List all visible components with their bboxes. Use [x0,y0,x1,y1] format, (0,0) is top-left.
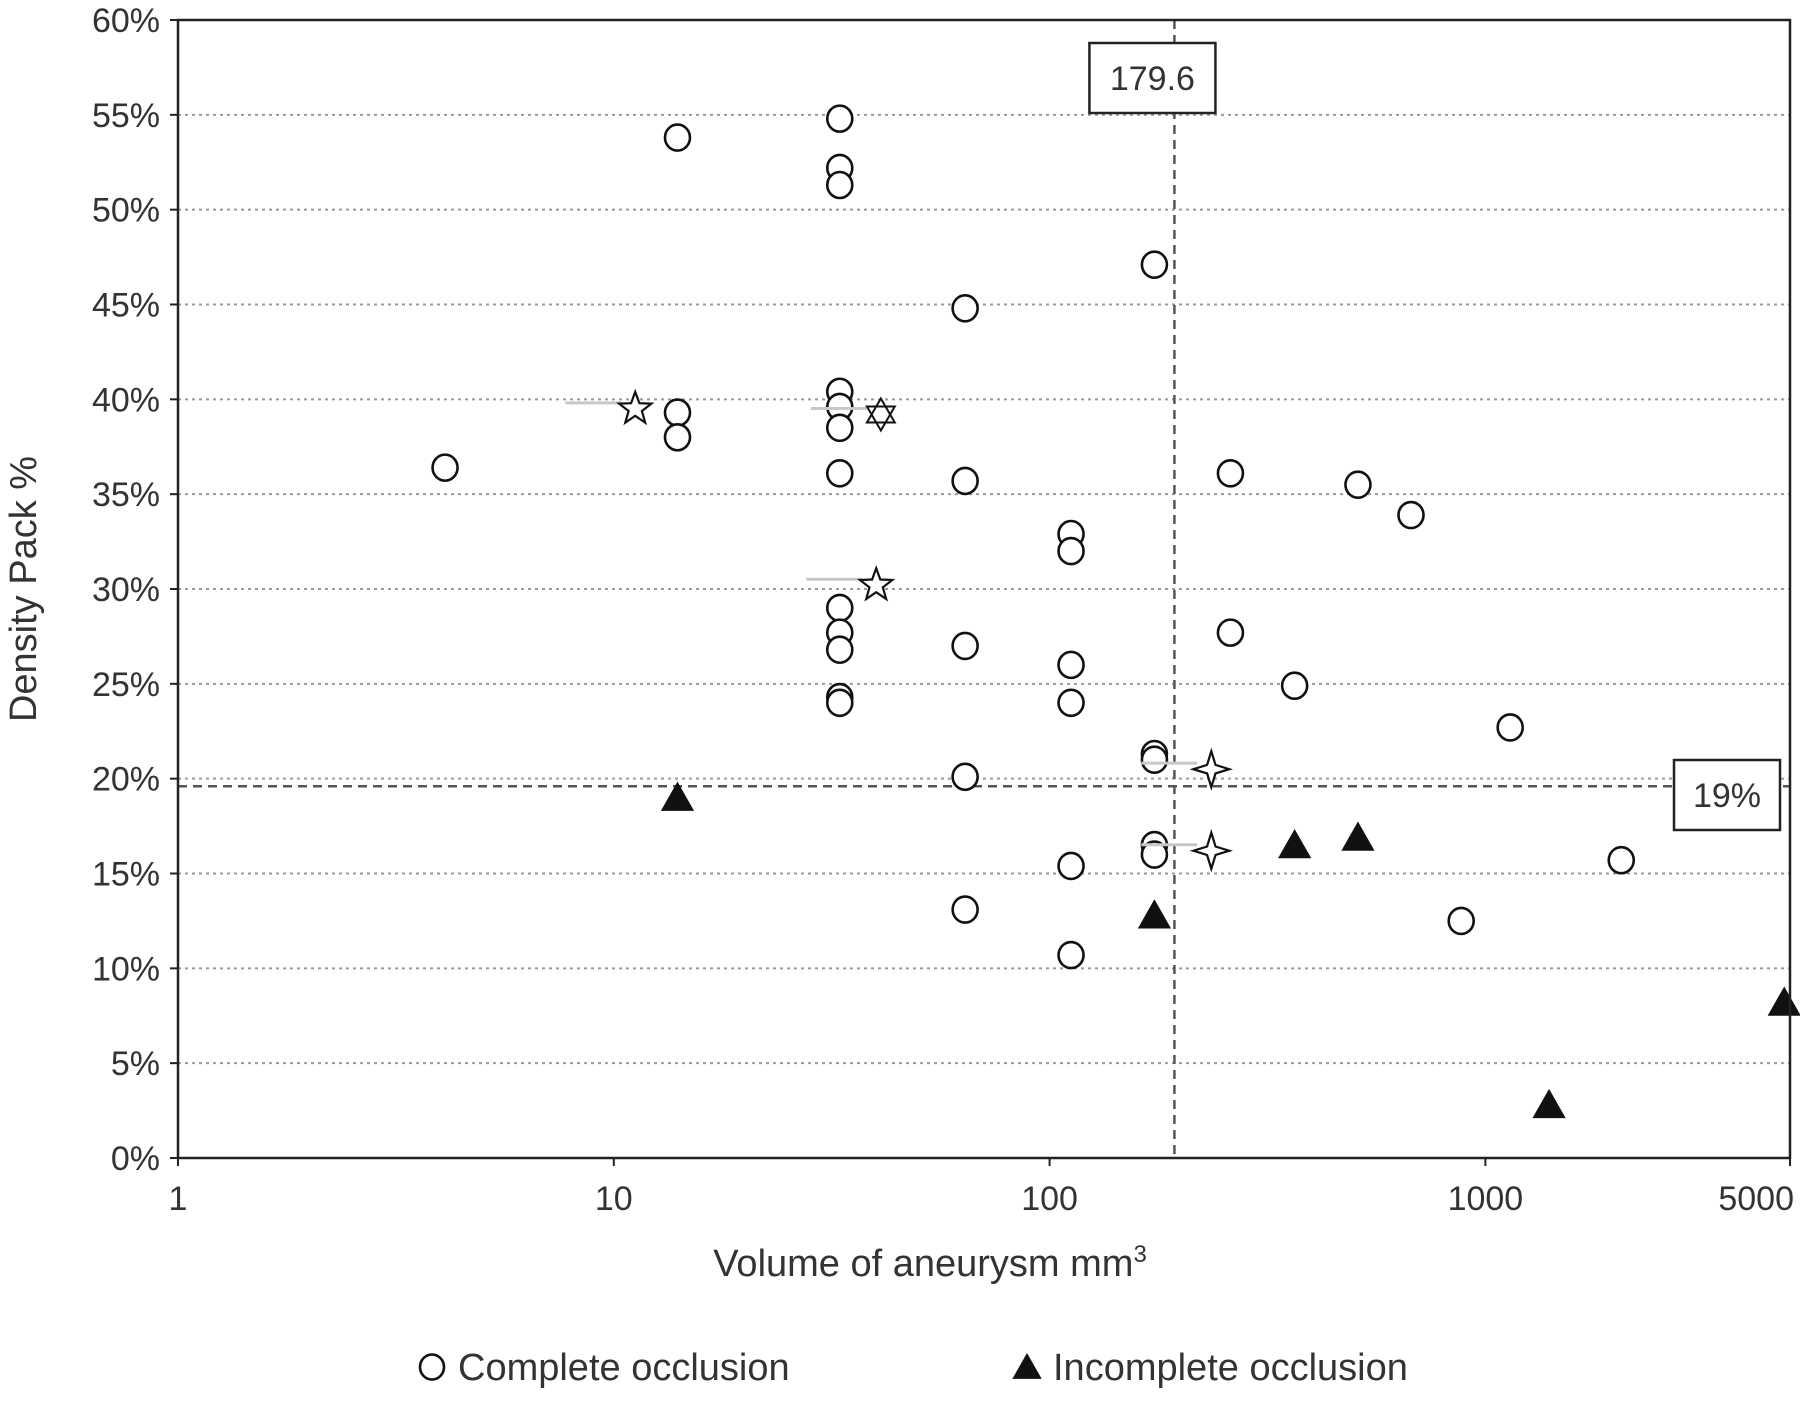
y-reference-label: 19% [1693,777,1761,815]
y-axis-title: Density Pack % [3,456,45,722]
complete-occlusion-point [663,123,692,152]
legend-label: Incomplete occlusion [1053,1347,1408,1389]
x-tick-label: 100 [1021,1180,1078,1218]
y-reference-label-box: 19% [1672,758,1782,832]
complete-occlusion-point [825,459,854,488]
complete-occlusion-point [1447,906,1475,936]
y-tick-label: 50% [92,192,160,230]
x-axis-title-superscript: 3 [1133,1241,1146,1268]
x-tick-label: 10 [595,1180,633,1218]
x-tick-label: 1000 [1448,1180,1524,1218]
y-tick-label: 10% [92,950,160,988]
reference-lines [178,20,1790,1158]
complete-occlusion-point [1057,650,1085,680]
complete-occlusion-point [951,762,979,792]
hexagram-marker-down [865,405,897,433]
axis-ticks: 0% 5% 10% 15% 20% 25% 30% 35% 40% 45% 50% 55% 60% 1 10… [92,2,1794,1218]
y-tick-label: 25% [92,666,160,704]
complete-occlusion-point [1607,845,1636,875]
complete-occlusion-point [1057,536,1085,566]
y-tick-label: 20% [92,761,160,799]
y-tick-label: 0% [111,1140,160,1178]
complete-occlusion-point [951,293,979,323]
data-points [431,104,1800,1119]
y-tick-label: 40% [92,381,160,419]
incomplete-occlusion-point [1137,899,1172,929]
complete-occlusion-point [825,635,854,664]
complete-occlusion-point [1216,459,1245,488]
x-reference-label: 179.6 [1110,60,1195,98]
complete-occlusion-point [951,466,979,496]
y-tick-label: 15% [92,856,160,894]
complete-occlusion-point [1496,713,1524,742]
complete-occlusion-point [1140,250,1169,279]
incomplete-occlusion-point [1532,1088,1566,1119]
x-axis-title: Volume of aneurysm mm3 [713,1241,1147,1285]
complete-occlusion-point [951,631,979,661]
y-tick-label: 45% [92,287,160,325]
complete-occlusion-point [1397,500,1425,530]
complete-occlusion-point [663,398,692,427]
complete-occlusion-point [825,593,854,623]
y-tick-label: 55% [92,97,160,135]
star-marker [616,388,655,426]
complete-occlusion-point [663,422,692,452]
complete-occlusion-point [1057,688,1085,718]
x-tick-label: 5000 [1718,1180,1794,1218]
legend-item: Incomplete occlusion [1012,1347,1408,1389]
grid-lines [178,113,1790,1065]
complete-occlusion-point [1057,851,1085,881]
incomplete-occlusion-point [660,781,695,811]
y-tick-label: 35% [92,476,160,514]
legend-item: Complete occlusion [418,1347,790,1389]
complete-occlusion-point [431,453,459,482]
legend-label: Complete occlusion [458,1347,790,1389]
incomplete-occlusion-point [1278,829,1312,859]
incomplete-occlusion-point [1767,986,1800,1016]
complete-occlusion-point [1140,745,1169,775]
complete-occlusion-point [1280,671,1309,701]
legend: Complete occlusion Incomplete occlusion [418,1347,1408,1389]
x-reference-label-box: 179.6 [1088,41,1217,115]
star-marker [856,564,896,602]
complete-occlusion-point [951,895,979,924]
y-tick-label: 30% [92,571,160,609]
y-tick-label: 60% [92,2,160,40]
four-point-star-marker [1189,828,1234,873]
complete-occlusion-point [825,170,854,200]
complete-occlusion-point [1344,470,1372,499]
complete-occlusion-point [825,413,854,443]
incomplete-occlusion-point [1341,821,1375,851]
complete-occlusion-point [1140,840,1169,869]
complete-occlusion-point [1216,618,1245,647]
hexagram-marker-up [865,396,897,424]
x-axis-title-text: Volume of aneurysm mm [713,1243,1133,1285]
complete-occlusion-point [825,104,854,133]
legend-triangle-swatch [1012,1353,1042,1379]
complete-occlusion-point [1057,940,1085,970]
legend-circle-swatch [418,1353,446,1381]
y-tick-label: 5% [111,1045,160,1083]
four-point-star-marker [1189,747,1234,791]
complete-occlusion-point [825,688,854,718]
x-tick-label: 1 [169,1180,188,1218]
